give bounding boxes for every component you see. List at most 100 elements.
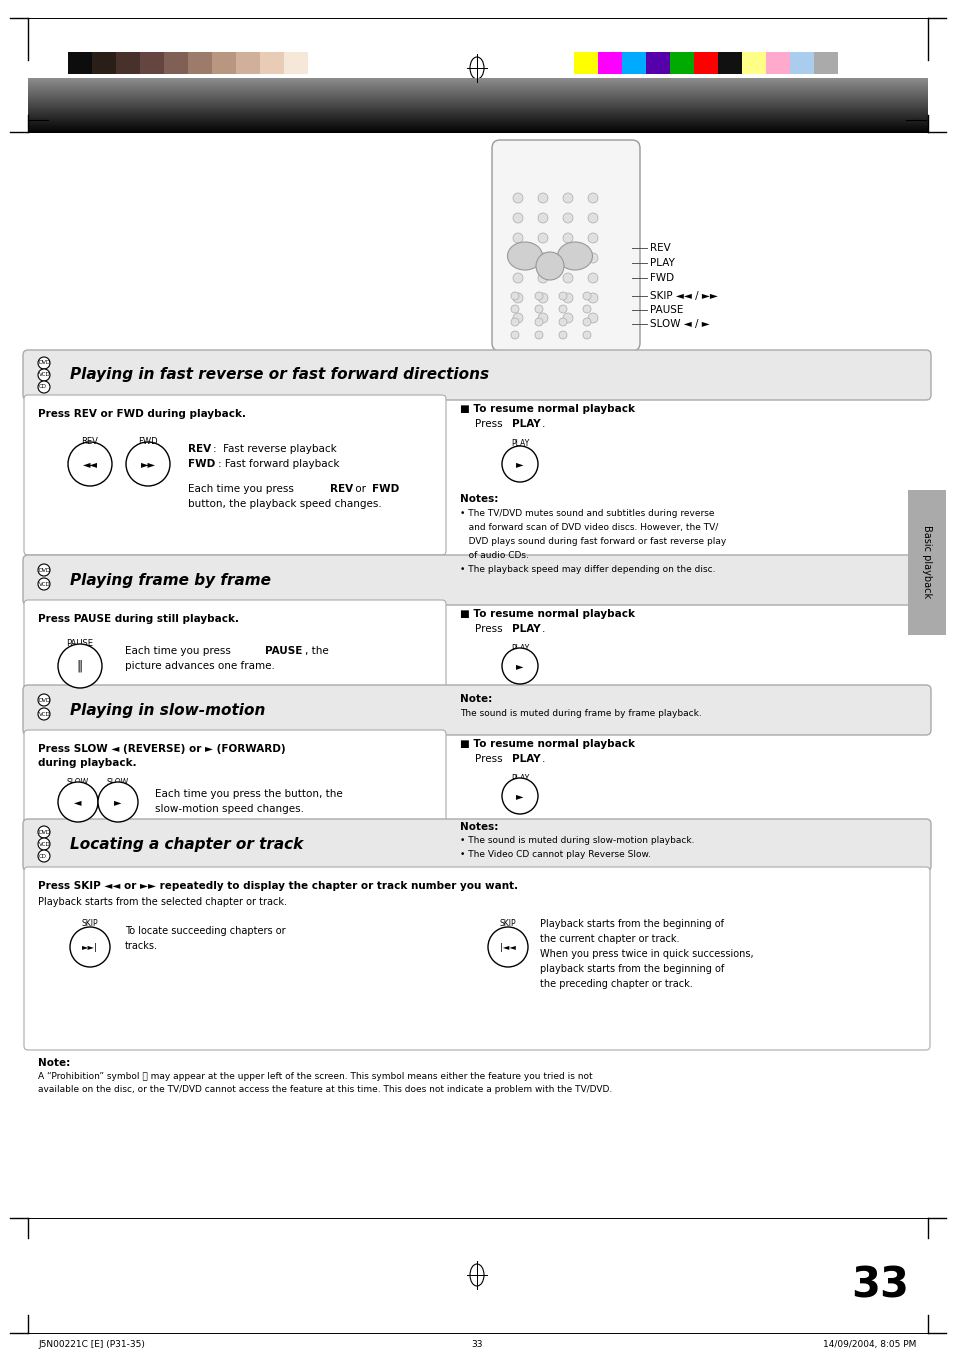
Circle shape (513, 213, 522, 223)
Text: 33: 33 (471, 1340, 482, 1350)
Text: Playing in slow-motion: Playing in slow-motion (70, 703, 265, 717)
Circle shape (513, 273, 522, 282)
Circle shape (587, 273, 598, 282)
Circle shape (38, 708, 50, 720)
Text: Playback starts from the beginning of: Playback starts from the beginning of (539, 919, 723, 929)
Bar (645, 51, 669, 74)
Text: PLAY: PLAY (512, 419, 540, 430)
Text: The sound is muted during frame by frame playback.: The sound is muted during frame by frame… (459, 709, 701, 717)
Circle shape (587, 293, 598, 303)
Circle shape (587, 313, 598, 323)
Text: |◄◄: |◄◄ (499, 943, 516, 951)
Circle shape (582, 305, 590, 313)
Circle shape (515, 163, 524, 173)
FancyBboxPatch shape (504, 143, 626, 193)
Circle shape (38, 563, 50, 576)
Text: Locating a chapter or track: Locating a chapter or track (70, 838, 303, 852)
Ellipse shape (470, 57, 483, 78)
Text: DVD: DVD (39, 361, 51, 366)
Circle shape (38, 369, 50, 381)
Circle shape (511, 305, 518, 313)
Circle shape (535, 331, 542, 339)
Text: CD: CD (39, 385, 47, 389)
Circle shape (536, 253, 563, 280)
Text: available on the disc, or the TV/DVD cannot access the feature at this time. Thi: available on the disc, or the TV/DVD can… (38, 1085, 612, 1094)
Bar (235, 51, 260, 74)
Text: :  Fast reverse playback: : Fast reverse playback (213, 444, 336, 454)
Text: PAUSE: PAUSE (67, 639, 93, 648)
Text: ■ To resume normal playback: ■ To resume normal playback (459, 739, 635, 748)
Circle shape (562, 293, 573, 303)
Text: DVD: DVD (39, 697, 51, 703)
Text: button, the playback speed changes.: button, the playback speed changes. (188, 499, 381, 509)
Text: ►►|: ►►| (82, 943, 98, 951)
Text: 14/09/2004, 8:05 PM: 14/09/2004, 8:05 PM (821, 1340, 915, 1350)
Text: , the: , the (305, 646, 329, 657)
Text: Press: Press (475, 754, 505, 765)
Circle shape (537, 193, 547, 203)
Circle shape (488, 927, 527, 967)
Text: Press SLOW ◄ (REVERSE) or ► (FORWARD): Press SLOW ◄ (REVERSE) or ► (FORWARD) (38, 744, 285, 754)
Circle shape (582, 292, 590, 300)
Ellipse shape (557, 242, 592, 270)
Bar (188, 51, 212, 74)
Text: • The TV/DVD mutes sound and subtitles during reverse: • The TV/DVD mutes sound and subtitles d… (459, 509, 714, 517)
Circle shape (513, 293, 522, 303)
Circle shape (501, 446, 537, 482)
Circle shape (562, 253, 573, 263)
Circle shape (126, 442, 170, 486)
Bar (789, 51, 813, 74)
Circle shape (70, 927, 110, 967)
Circle shape (38, 694, 50, 707)
Text: • The playback speed may differ depending on the disc.: • The playback speed may differ dependin… (459, 565, 715, 574)
Text: 33: 33 (850, 1265, 908, 1306)
Text: or: or (352, 484, 369, 494)
Text: ►: ► (516, 661, 523, 671)
FancyBboxPatch shape (23, 819, 930, 871)
Circle shape (537, 313, 547, 323)
Text: REV: REV (649, 243, 670, 253)
Text: FWD: FWD (188, 459, 215, 469)
Text: ■ To resume normal playback: ■ To resume normal playback (459, 609, 635, 619)
Text: Each time you press the button, the: Each time you press the button, the (154, 789, 342, 798)
Text: PLAY: PLAY (511, 439, 529, 449)
Bar (574, 51, 598, 74)
Circle shape (98, 782, 138, 821)
Text: .: . (541, 419, 545, 430)
Circle shape (558, 292, 566, 300)
Text: CD: CD (39, 854, 47, 858)
Circle shape (38, 838, 50, 850)
Text: SKIP ◄◄ / ►►: SKIP ◄◄ / ►► (649, 290, 717, 301)
Circle shape (38, 381, 50, 393)
Text: during playback.: during playback. (38, 758, 136, 767)
Text: Playing frame by frame: Playing frame by frame (70, 573, 271, 588)
Text: : Fast forward playback: : Fast forward playback (218, 459, 339, 469)
Text: ◄◄: ◄◄ (82, 459, 97, 469)
Bar (718, 51, 741, 74)
Text: REV: REV (81, 436, 98, 446)
Text: Playback starts from the selected chapter or track.: Playback starts from the selected chapte… (38, 897, 287, 907)
Circle shape (587, 193, 598, 203)
Text: DVD plays sound during fast forward or fast reverse play: DVD plays sound during fast forward or f… (459, 536, 725, 546)
Text: PAUSE: PAUSE (265, 646, 302, 657)
Circle shape (558, 317, 566, 326)
Text: Each time you press: Each time you press (125, 646, 233, 657)
Text: REV: REV (188, 444, 211, 454)
Circle shape (537, 232, 547, 243)
Text: Press: Press (475, 419, 505, 430)
Circle shape (513, 193, 522, 203)
Text: .: . (541, 624, 545, 634)
Text: Notes:: Notes: (459, 821, 497, 832)
Text: FWD: FWD (138, 436, 157, 446)
Text: ‖: ‖ (77, 659, 83, 673)
FancyBboxPatch shape (23, 350, 930, 400)
Text: PLAY: PLAY (511, 644, 529, 653)
Bar (212, 51, 235, 74)
Circle shape (539, 163, 550, 173)
Bar (140, 51, 164, 74)
Text: REV: REV (330, 484, 353, 494)
Text: VCD: VCD (39, 712, 51, 716)
Circle shape (562, 313, 573, 323)
Text: SKIP: SKIP (82, 919, 98, 928)
Ellipse shape (507, 242, 542, 270)
